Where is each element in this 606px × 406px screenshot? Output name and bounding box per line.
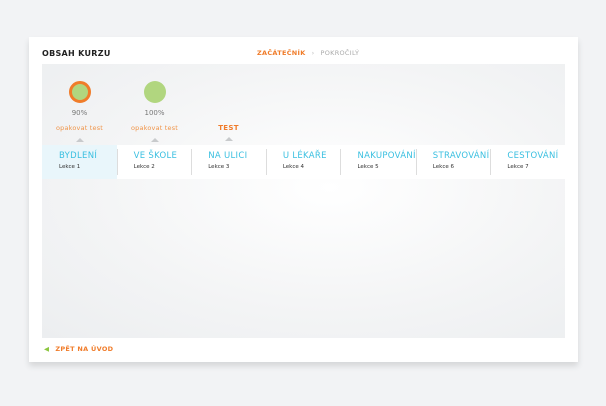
test-link[interactable]: TEST — [218, 124, 239, 132]
retry-test-link[interactable]: opakovat test — [130, 124, 179, 132]
back-label: ZPĚT NA ÚVOD — [55, 345, 114, 353]
caret-up-icon — [150, 138, 159, 142]
tab-lesson-6[interactable]: STRAVOVÁNÍ Lekce 6 — [415, 145, 491, 179]
tab-lesson-5[interactable]: NAKUPOVÁNÍ Lekce 5 — [340, 145, 415, 179]
level-advanced[interactable]: POKROČILÝ — [320, 49, 360, 57]
tab-sub: Lekce 6 — [432, 164, 454, 170]
lesson-progress-1: 90% opakovat test — [42, 64, 117, 142]
progress-circle-icon — [143, 81, 166, 103]
lesson-progress-2: 100% opakovat test — [117, 64, 192, 142]
retry-test-link[interactable]: opakovat test — [55, 124, 104, 132]
tab-name: NAKUPOVÁNÍ — [357, 151, 416, 161]
tab-lesson-4[interactable]: U LÉKAŘE Lekce 4 — [265, 145, 341, 179]
tab-name: CESTOVÁNÍ — [507, 151, 559, 161]
page-title: OBSAH KURZU — [42, 49, 111, 58]
score: 90% — [71, 109, 88, 117]
tab-name: U LÉKAŘE — [282, 151, 327, 161]
score: 100% — [144, 109, 165, 117]
tab-lesson-3[interactable]: NA ULICI Lekce 3 — [191, 145, 266, 179]
lessons-panel: 90% opakovat test 100% opakovat test TES… — [42, 64, 565, 338]
caret-up-icon — [224, 137, 233, 141]
tab-name: VE ŠKOLE — [133, 151, 178, 161]
tab-lesson-7[interactable]: CESTOVÁNÍ Lekce 7 — [490, 145, 565, 179]
course-card: OBSAH KURZU ZAČÁTEČNÍK › POKROČILÝ 90% opa… — [29, 37, 578, 362]
tab-sub: Lekce 1 — [59, 164, 81, 170]
lesson-progress-3: TEST — [191, 124, 266, 141]
caret-up-icon — [75, 138, 84, 142]
tab-sub: Lekce 3 — [208, 164, 230, 170]
triangle-left-icon: ◀ — [44, 345, 50, 353]
chevron-right-icon: › — [311, 49, 315, 57]
tab-lesson-2[interactable]: VE ŠKOLE Lekce 2 — [116, 145, 192, 179]
tab-name: STRAVOVÁNÍ — [432, 151, 490, 161]
tab-sub: Lekce 5 — [357, 164, 379, 170]
level-switch: ZAČÁTEČNÍK › POKROČILÝ — [257, 49, 359, 57]
tab-lesson-1[interactable]: BYDLENÍ Lekce 1 — [42, 145, 117, 179]
progress-circle-icon — [68, 81, 91, 103]
level-beginner[interactable]: ZAČÁTEČNÍK — [257, 49, 306, 57]
tab-name: BYDLENÍ — [59, 151, 98, 161]
back-to-intro-link[interactable]: ◀ ZPĚT NA ÚVOD — [44, 345, 113, 353]
tab-sub: Lekce 7 — [507, 164, 529, 170]
tab-sub: Lekce 2 — [133, 164, 155, 170]
tab-name: NA ULICI — [208, 151, 248, 161]
lesson-tabs: BYDLENÍ Lekce 1 VE ŠKOLE Lekce 2 NA ULICI L… — [42, 145, 565, 179]
tab-sub: Lekce 4 — [282, 164, 305, 170]
